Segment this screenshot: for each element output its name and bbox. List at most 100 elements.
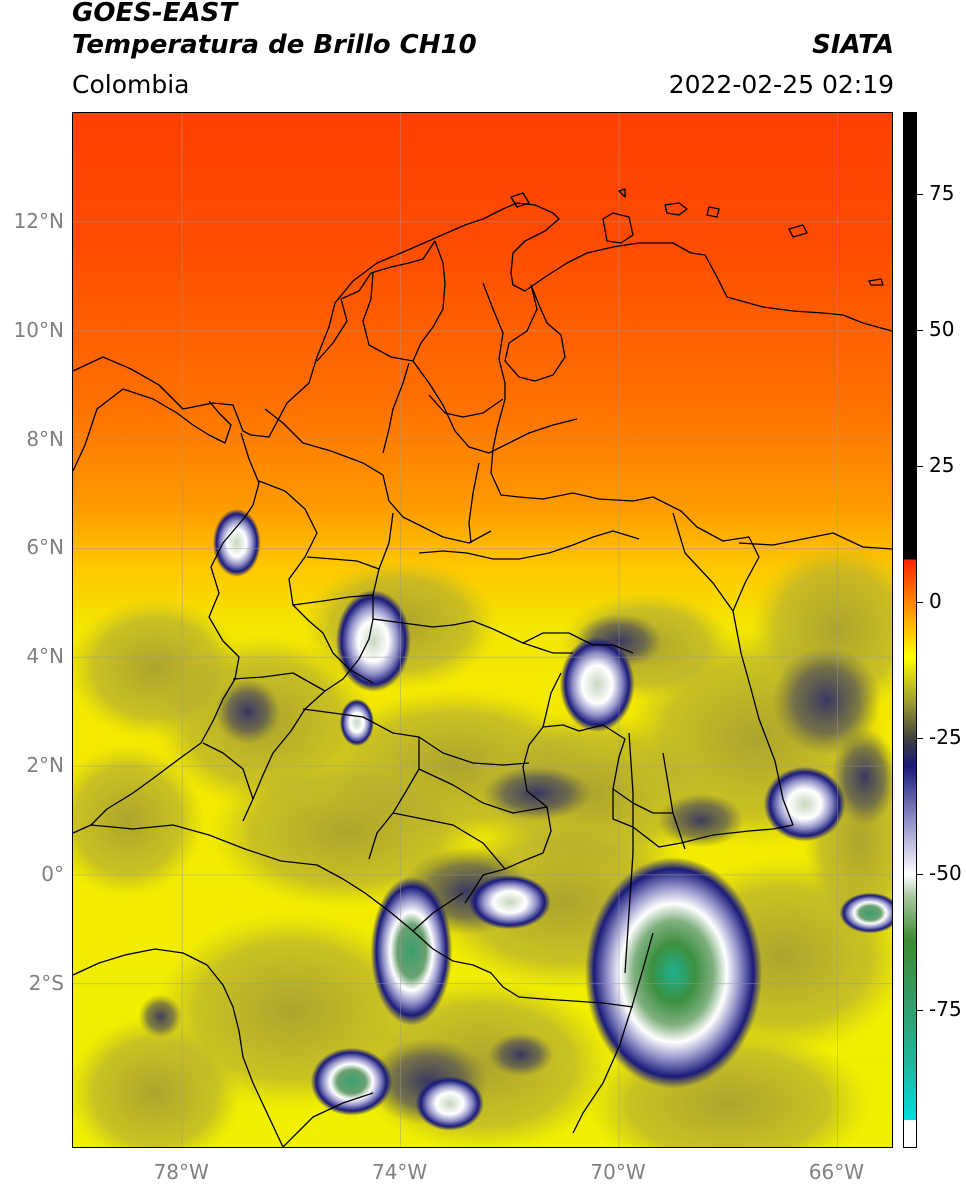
colorbar-tick-label: -25 (929, 724, 962, 749)
lat-tick-label: 0° (41, 861, 64, 886)
dept-line-22 (428, 394, 504, 418)
lon-tick-label: 74°W (371, 1160, 428, 1184)
convective-cluster (415, 1076, 484, 1131)
dept-line-20 (412, 240, 446, 362)
lake-maracaibo (504, 284, 566, 382)
colorbar (903, 112, 917, 1148)
colombia-venezuela-border (490, 398, 794, 826)
panama-colombia-border (240, 432, 260, 518)
venezuela-internal-border (738, 532, 892, 550)
dept-line-21 (482, 282, 506, 399)
lon-tick-label: 70°W (590, 1160, 646, 1184)
dept-line-13 (418, 530, 640, 560)
dept-line-24 (202, 742, 254, 800)
deep-cloud-patch (214, 678, 281, 745)
lon-tick-label: 66°W (808, 1160, 864, 1184)
colorbar-tick-mark (917, 873, 923, 875)
deep-cloud-patch (771, 646, 882, 756)
olive-cloud-layer (73, 542, 892, 1147)
colorbar-tick-label: 0 (929, 588, 942, 613)
peru-interior-line (282, 1092, 374, 1147)
deep-cloud-patch (482, 766, 592, 821)
olive-cloud-patch (73, 597, 243, 739)
political-borders (73, 188, 892, 1147)
dept-line-5 (242, 512, 394, 822)
colorbar-svg (904, 113, 916, 1147)
colorbar-tick-mark (917, 601, 923, 603)
lat-tick-label: 4°N (26, 644, 64, 669)
colorbar-tick-label: -50 (929, 860, 962, 885)
lat-tick-label: 6°N (26, 535, 64, 560)
caribbean-coastline (73, 202, 892, 438)
organization-label: SIATA (812, 30, 894, 60)
colorbar-tick-mark (917, 193, 923, 195)
convective-cluster (763, 766, 846, 842)
dept-line-1 (316, 240, 436, 362)
convective-cluster (335, 589, 411, 692)
convective-cluster (468, 874, 551, 930)
olive-cloud-patch (73, 1016, 243, 1147)
lon-tick-label: 78°W (153, 1160, 209, 1184)
colorbar-tick-label: 75 (929, 180, 955, 205)
colorbar-tick-label: 25 (929, 452, 955, 477)
colorbar-tick-label: 50 (929, 316, 955, 341)
island-5 (868, 278, 884, 286)
brazil-internal-line (624, 732, 634, 974)
dept-line-4 (258, 480, 374, 684)
lat-tick-label: 10°N (13, 317, 64, 342)
deep-cloud-patch (487, 1032, 554, 1077)
island-1 (602, 212, 634, 244)
colorbar-tick-mark (917, 737, 923, 739)
gridlines (73, 113, 892, 1147)
dept-line-25 (672, 512, 734, 612)
dept-line-27 (612, 788, 673, 814)
region-subtitle: Colombia (72, 70, 190, 99)
figure-title-line2: Temperatura de Brillo CH10 (72, 30, 477, 60)
dept-line-3 (264, 408, 492, 544)
dept-line-23 (412, 892, 464, 932)
convective-cluster (584, 857, 763, 1089)
lat-tick-label: 2°N (26, 753, 64, 778)
figure-title-line1: GOES-EAST (72, 0, 238, 28)
peru-coast-line (73, 948, 284, 1147)
island-6 (618, 188, 626, 198)
deep-cloud-patch (831, 727, 892, 826)
dept-line-11 (418, 768, 548, 814)
colorbar-tick-label: -75 (929, 996, 962, 1021)
convective-cluster-layer (212, 508, 892, 1131)
map-svg (73, 113, 892, 1147)
island-4 (788, 224, 808, 238)
dept-line-9 (302, 708, 420, 860)
dept-line-16 (522, 632, 634, 654)
island-7 (510, 192, 530, 208)
dept-line-7 (418, 736, 530, 766)
convective-cluster (310, 1047, 393, 1116)
deep-cloud-patch (657, 793, 745, 848)
panama-outline (73, 388, 232, 472)
timestamp-label: 2022-02-25 02:19 (668, 70, 894, 99)
dept-line-17 (488, 418, 578, 454)
convective-cluster (559, 636, 635, 733)
dept-line-15 (306, 556, 380, 570)
dept-line-14 (468, 462, 480, 544)
dept-line-10 (232, 672, 326, 692)
map-panel (72, 112, 893, 1148)
lat-tick-label: 8°N (26, 426, 64, 451)
dept-line-19 (382, 362, 410, 454)
convective-cluster (339, 698, 374, 747)
colorbar-tick-mark (917, 465, 923, 467)
dept-line-12 (392, 812, 506, 870)
convective-cluster (212, 508, 261, 577)
island-2 (664, 202, 688, 216)
deep-cloud-patch (138, 994, 183, 1039)
lat-tick-label: 12°N (13, 208, 64, 233)
colorbar-tick-mark (917, 329, 923, 331)
pacific-coastline (73, 516, 246, 834)
dept-line-6 (372, 618, 573, 654)
dept-line-8 (292, 594, 374, 606)
colorbar-tick-mark (917, 1009, 923, 1011)
olive-cloud-patch (73, 744, 204, 897)
dept-line-18 (542, 672, 562, 728)
lat-tick-label: 2°S (28, 970, 64, 995)
